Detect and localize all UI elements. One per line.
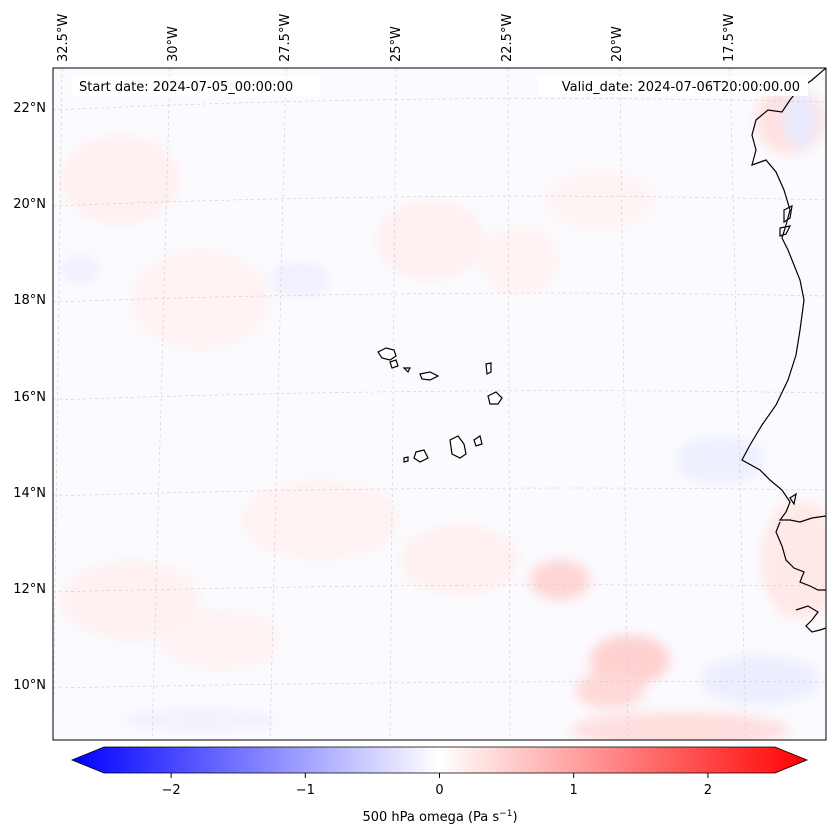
lon-label-20w: 20°W xyxy=(610,26,625,62)
lon-label-22-5w: 22.5°W xyxy=(500,14,515,62)
colorbar-tick-label: 2 xyxy=(704,783,712,798)
lon-label-27-5w: 27.5°W xyxy=(278,14,293,62)
colorbar-label-exponent: −1 xyxy=(499,809,512,819)
colorbar-tick-label: 1 xyxy=(570,783,578,798)
valid-date-label: Valid_date: 2024-07-06T20:00:00.00 xyxy=(562,80,800,95)
colorbar-ticks: −2 −1 0 1 2 xyxy=(162,773,712,798)
lat-label-18n: 18°N xyxy=(13,293,46,308)
colorbar-label-text: 500 hPa omega (Pa s xyxy=(362,810,499,825)
colorbar: −2 −1 0 1 2 500 hPa omega (Pa s−1) xyxy=(70,746,809,825)
colorbar-tick-label: −1 xyxy=(296,783,315,798)
map-panel: Start date: 2024-07-05_00:00:00 Valid_da… xyxy=(52,67,827,741)
lat-label-12n: 12°N xyxy=(13,582,46,597)
latitude-labels: 22°N 20°N 18°N 16°N 14°N 12°N 10°N xyxy=(13,101,46,693)
coastline xyxy=(741,68,826,633)
colorbar-label: 500 hPa omega (Pa s−1) xyxy=(362,809,517,825)
lon-label-30w: 30°W xyxy=(166,26,181,62)
lon-label-32-5w: 32.5°W xyxy=(56,14,71,62)
lat-label-14n: 14°N xyxy=(13,486,46,501)
lon-label-25w: 25°W xyxy=(389,26,404,62)
colorbar-bar xyxy=(70,746,809,774)
colorbar-tick-label: 0 xyxy=(435,783,443,798)
lon-label-17-5w: 17.5°W xyxy=(722,14,737,62)
lat-label-22n: 22°N xyxy=(13,101,46,116)
map-border xyxy=(52,67,827,741)
start-label-box xyxy=(72,76,320,96)
cape-verde-islands xyxy=(377,347,503,463)
valid-label-box xyxy=(538,76,808,96)
colorbar-label-close: ) xyxy=(512,810,517,825)
lat-label-16n: 16°N xyxy=(13,390,46,405)
longitude-labels: 32.5°W 30°W 27.5°W 25°W 22.5°W 20°W 17.5… xyxy=(56,14,737,62)
graticule xyxy=(53,68,826,740)
colorbar-tick-label: −2 xyxy=(162,783,181,798)
lat-label-10n: 10°N xyxy=(13,678,46,693)
lat-label-20n: 20°N xyxy=(13,197,46,212)
start-date-label: Start date: 2024-07-05_00:00:00 xyxy=(79,80,293,95)
